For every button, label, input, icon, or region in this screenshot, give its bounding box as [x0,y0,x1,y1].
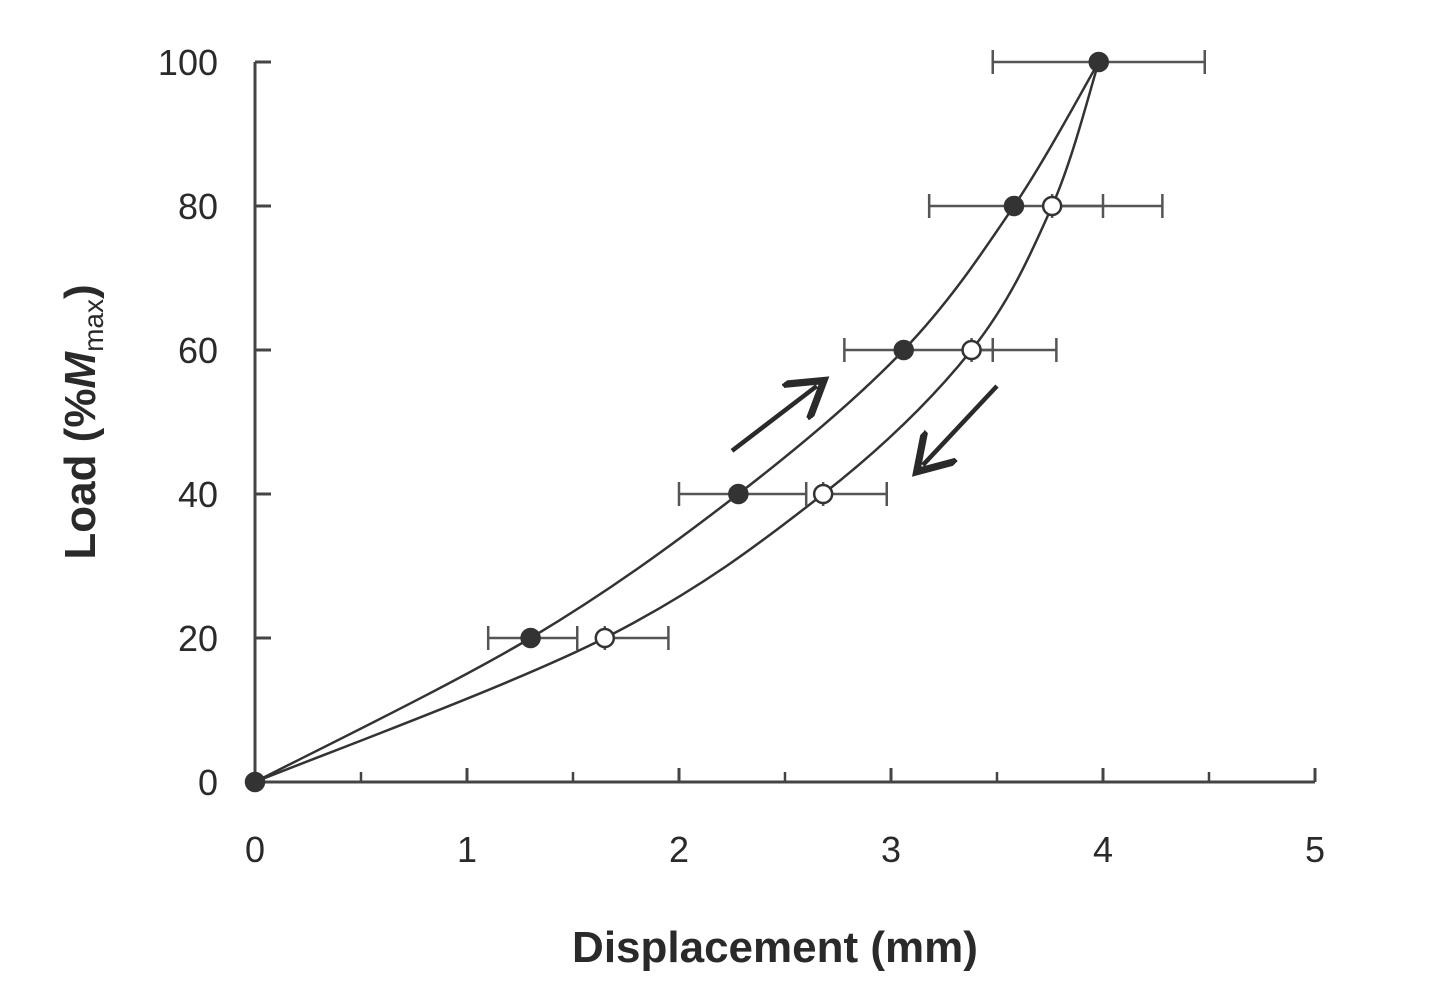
unloading-curve [254,61,1100,784]
axes [253,62,1315,784]
x-tick-label: 5 [1305,829,1325,870]
y-axis-title-prefix: Load (% [56,389,105,560]
y-ticks: 0 20 40 60 80 100 [158,42,271,803]
x-tick-label: 2 [669,829,689,870]
loading-point [728,483,749,505]
x-tick-label: 0 [245,829,265,870]
unloading-point [594,627,616,649]
loading-direction-arrow [730,386,817,453]
y-tick-label: 100 [158,42,218,83]
unloading-point [1041,195,1063,217]
unloading-point [812,483,834,505]
y-tick-label: 80 [178,186,218,227]
unloading-point [961,339,982,361]
x-ticks: 0 1 2 3 4 5 [245,768,1325,870]
loading-point [1003,195,1025,217]
y-tick-label: 60 [178,330,218,371]
loading-point [520,627,541,649]
loading-point [893,339,914,361]
direction-arrows [730,384,999,465]
y-axis-title: Load (%Mmax) [56,284,109,559]
y-tick-label: 20 [178,618,218,659]
x-tick-label: 3 [881,829,901,870]
unloading-direction-arrow [923,384,999,465]
loading-curve [254,61,1100,784]
curves [254,61,1100,784]
error-bars [486,50,1207,650]
x-tick-label: 4 [1093,829,1113,870]
x-tick-label: 1 [457,829,477,870]
loading-point [244,771,266,793]
y-axis-title-symbol: M [56,351,105,389]
y-axis-title-subscript: max [78,299,109,352]
y-tick-label: 0 [198,762,218,803]
y-axis-title-suffix: ) [56,284,105,299]
loading-point [1088,51,1110,73]
data-points [244,51,1110,793]
y-tick-label: 40 [178,474,218,515]
x-axis-title: Displacement (mm) [572,923,978,972]
